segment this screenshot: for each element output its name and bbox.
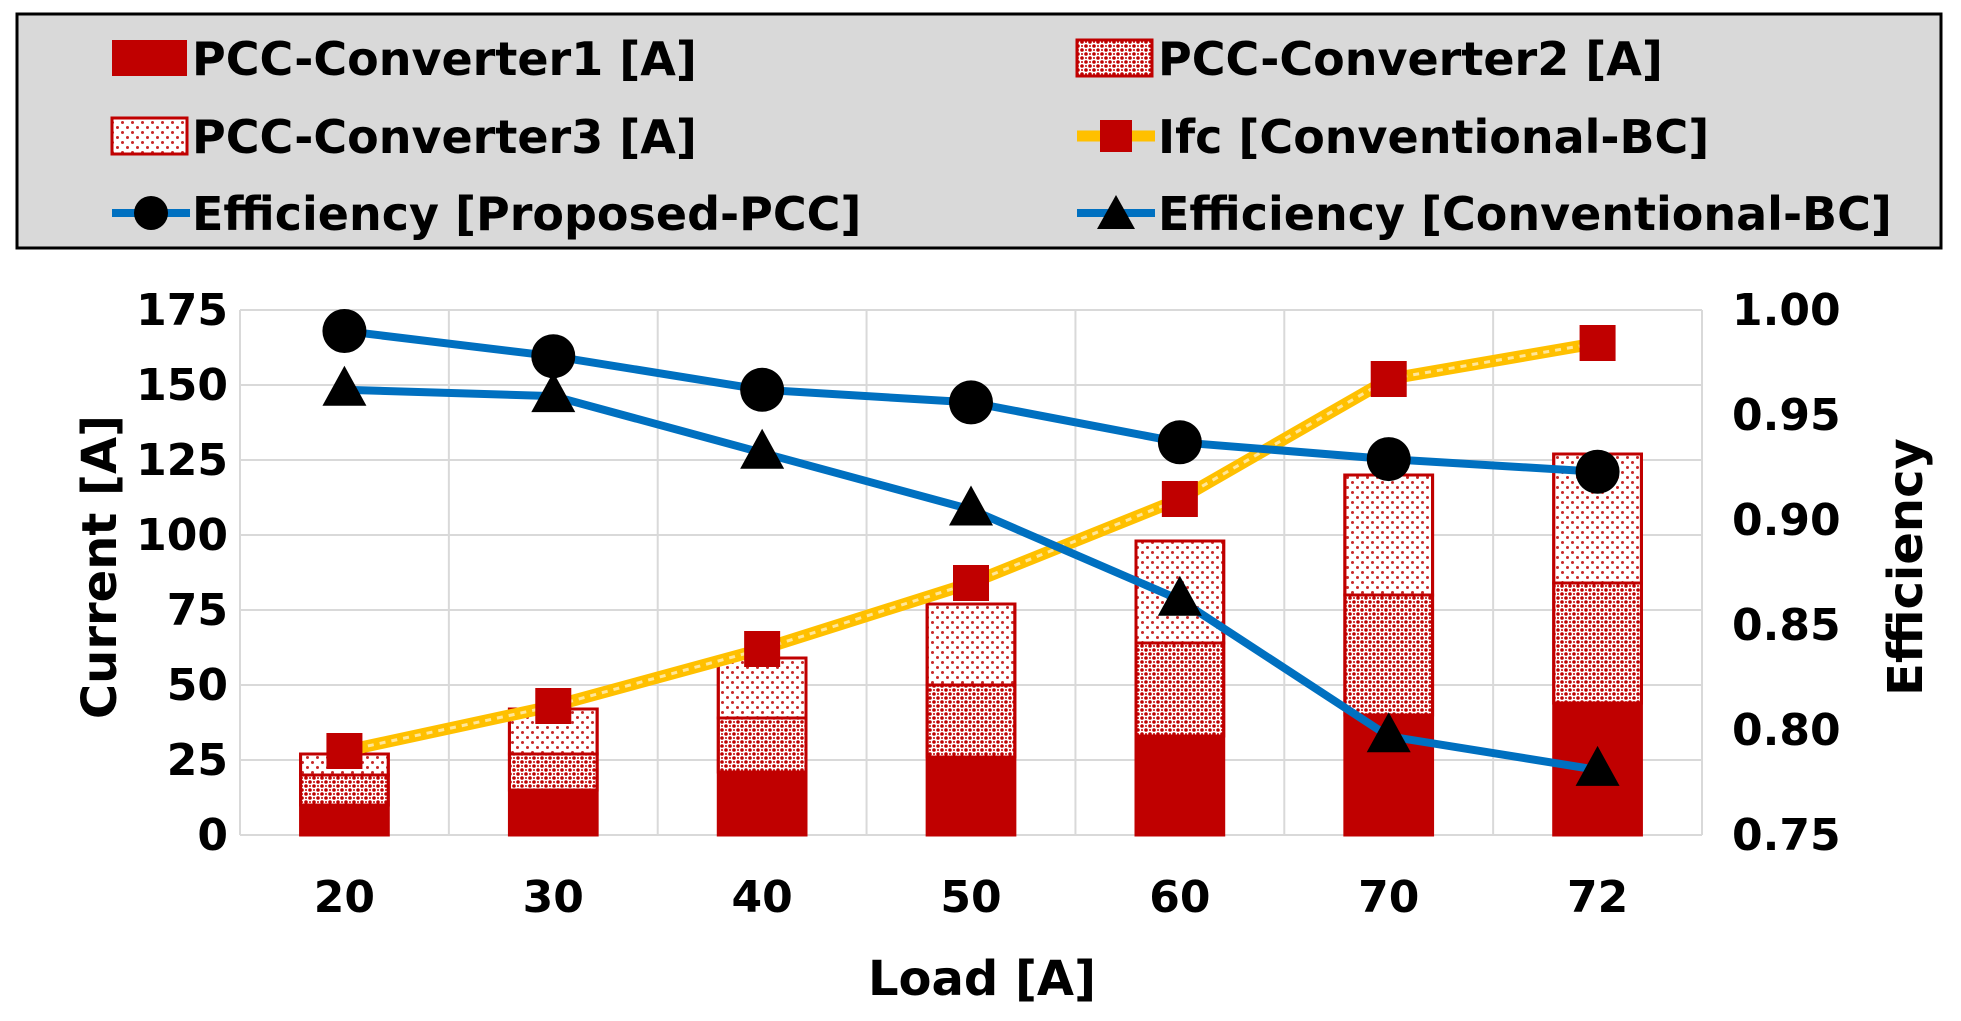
legend-label-eff-bc: Efficiency [Conventional-BC]: [1158, 187, 1892, 241]
legend-item-converter3: PCC-Converter3 [A]: [110, 110, 697, 164]
legend-item-eff-pcc: Efficiency [Proposed-PCC]: [112, 187, 861, 241]
y2-tick-label: 0.75: [1732, 810, 1841, 861]
bar-segment-pcc-converter2-a: [1134, 641, 1226, 738]
tick-labels: 0 25 50 75 100 125 150 175 0.75 0.80 0.85 0.90 0.95 1…: [136, 285, 1840, 923]
legend: PCC-Converter1 [A] PCC-Converter2 [A] PC…: [15, 12, 1943, 250]
marker-triangle: [740, 428, 785, 469]
y2-tick-label: 0.90: [1732, 495, 1841, 546]
x-tick-label: 20: [314, 872, 375, 923]
y-tick-label: 125: [136, 435, 228, 486]
x-tick-label: 50: [940, 872, 1001, 923]
x-tick-label: 70: [1358, 872, 1419, 923]
bar-segment-pcc-converter1-a: [1135, 736, 1224, 835]
marker-square: [535, 688, 572, 724]
y2-tick-label: 0.80: [1732, 705, 1841, 756]
bar-segment-pcc-converter1-a: [509, 790, 598, 835]
legend-item-ifc: Ifc [Conventional-BC]: [1077, 110, 1709, 164]
x-tick-label: 72: [1567, 872, 1628, 923]
bar-stack-outline: [1134, 539, 1226, 837]
marker-square: [1161, 481, 1198, 517]
marker-square: [953, 565, 989, 601]
bar-segment-pcc-converter1-a: [300, 805, 389, 835]
marker-circle: [1575, 449, 1620, 494]
marker-square: [1370, 361, 1407, 397]
bar-segment-pcc-converter1-a: [927, 757, 1015, 835]
bar-segment-pcc-converter2-a: [299, 773, 390, 807]
marker-square: [326, 733, 363, 769]
y2-axis-title: Efficiency: [1878, 438, 1934, 696]
marker-triangle: [531, 372, 576, 413]
x-tick-label: 40: [732, 872, 793, 923]
y2-tick-label: 0.95: [1732, 390, 1841, 441]
bar-segment-pcc-converter2-a: [716, 716, 808, 774]
x-axis-title: Load [A]: [868, 951, 1096, 1007]
legend-label-eff-pcc: Efficiency [Proposed-PCC]: [192, 187, 861, 241]
y-tick-label: 175: [136, 285, 228, 336]
y-tick-label: 100: [136, 510, 228, 561]
legend-marker-eff-pcc: [134, 196, 168, 230]
legend-marker-ifc: [1100, 120, 1132, 152]
marker-square: [744, 631, 781, 667]
y-tick-label: 50: [167, 660, 228, 711]
marker-triangle: [1157, 575, 1202, 616]
legend-item-eff-bc: Efficiency [Conventional-BC]: [1077, 187, 1892, 241]
bar-segment-pcc-converter3-a: [925, 602, 1017, 687]
legend-swatch-converter2: [1075, 38, 1154, 78]
x-tick-label: 60: [1149, 872, 1210, 923]
bar-segment-pcc-converter2-a: [925, 683, 1017, 759]
legend-swatch-converter3: [110, 116, 189, 156]
y-tick-label: 0: [197, 810, 228, 861]
marker-circle: [322, 309, 367, 353]
legend-label-converter3: PCC-Converter3 [A]: [192, 110, 697, 164]
y2-tick-label: 1.00: [1732, 285, 1841, 336]
markers: [322, 309, 1620, 786]
legend-marker-eff-bc: [1097, 195, 1135, 229]
gridlines: [239, 309, 1703, 836]
marker-triangle: [1366, 712, 1411, 753]
legend-box: [15, 12, 1943, 250]
legend-label-converter2: PCC-Converter2 [A]: [1158, 32, 1663, 86]
bar-segment-pcc-converter3-a: [1343, 473, 1435, 597]
x-tick-label: 30: [523, 872, 584, 923]
y-tick-label: 75: [167, 585, 228, 636]
marker-triangle: [1575, 745, 1620, 786]
marker-circle: [1366, 437, 1411, 482]
marker-triangle: [949, 485, 993, 526]
legend-item-converter1: PCC-Converter1 [A]: [112, 32, 697, 86]
bar-segment-pcc-converter2-a: [507, 752, 599, 792]
y-tick-label: 150: [136, 360, 228, 411]
bar-segment-pcc-converter2-a: [1343, 593, 1435, 717]
legend-swatch-converter1: [112, 40, 187, 76]
marker-triangle: [322, 365, 367, 406]
marker-circle: [531, 334, 576, 379]
legend-label-ifc: Ifc [Conventional-BC]: [1158, 110, 1709, 164]
marker-circle: [949, 380, 993, 425]
marker-square: [1579, 325, 1616, 361]
y2-tick-label: 0.85: [1732, 600, 1841, 651]
y-tick-label: 25: [167, 735, 228, 786]
bar-segment-pcc-converter1-a: [718, 772, 807, 835]
bar-segment-pcc-converter2-a: [1552, 581, 1643, 705]
legend-label-converter1: PCC-Converter1 [A]: [192, 32, 697, 86]
marker-circle: [1157, 420, 1202, 465]
bar-stack-outline: [925, 602, 1017, 837]
y-axis-title: Current [A]: [72, 415, 128, 719]
marker-circle: [740, 367, 785, 412]
legend-item-converter2: PCC-Converter2 [A]: [1075, 32, 1663, 86]
